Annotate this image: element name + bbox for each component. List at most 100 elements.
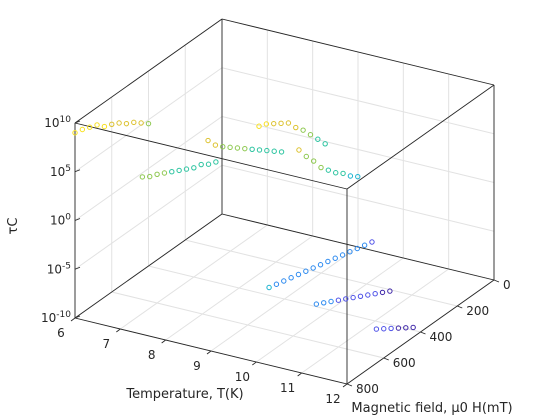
- data-point: [288, 275, 294, 281]
- data-point: [355, 173, 361, 180]
- data-point: [388, 325, 394, 332]
- z-tick-mark: [74, 120, 81, 124]
- data-point: [131, 119, 137, 126]
- y-tick-label: 800: [356, 382, 379, 396]
- x-tick-mark: [252, 361, 257, 366]
- data-point: [183, 166, 190, 172]
- data-point: [213, 159, 219, 165]
- data-point: [87, 124, 93, 130]
- y-axis-label: Magnetic field, μ0 H(mT): [351, 401, 512, 416]
- data-point: [403, 325, 409, 331]
- data-point: [138, 120, 144, 126]
- axis-edge: [221, 213, 495, 281]
- y-tick-label: 200: [466, 304, 489, 318]
- y-tick-mark: [493, 279, 500, 283]
- data-point: [109, 121, 115, 128]
- data-point: [381, 326, 387, 332]
- data-point: [410, 324, 416, 331]
- data-point: [169, 169, 175, 175]
- data-point: [278, 149, 285, 155]
- z-tick-mark: [74, 218, 81, 221]
- x-tick-mark: [161, 339, 166, 344]
- data-point: [350, 294, 356, 301]
- grid-line: [74, 67, 223, 173]
- data-point: [357, 293, 364, 299]
- y-tick-mark: [383, 357, 389, 361]
- data-point: [176, 167, 182, 174]
- z-tick-label: 100: [50, 213, 71, 228]
- z-tick-mark: [74, 169, 81, 173]
- data-point: [339, 252, 346, 258]
- data-point: [263, 121, 270, 127]
- data-point: [205, 161, 212, 167]
- z-axis-ticks: 10-10 10-5 100 105 1010: [41, 115, 71, 325]
- data-point: [101, 123, 108, 130]
- data-point: [285, 120, 292, 126]
- grid-line: [221, 67, 495, 135]
- y-tick-label: 0: [503, 278, 511, 292]
- data-point: [281, 278, 287, 284]
- data-point: [354, 245, 360, 252]
- data-point: [395, 325, 402, 331]
- axis-edge: [346, 84, 495, 190]
- data-point: [372, 291, 378, 297]
- data-point: [317, 262, 324, 268]
- data-point: [72, 130, 78, 136]
- x-tick-mark: [342, 383, 348, 388]
- data-point: [271, 148, 277, 154]
- axis-edge: [74, 18, 223, 124]
- x-tick-mark: [116, 328, 121, 333]
- data-point: [307, 132, 314, 138]
- data-point: [373, 326, 380, 332]
- data-point: [347, 249, 353, 255]
- data-point: [343, 296, 349, 302]
- data-point: [361, 242, 368, 248]
- data-point: [295, 271, 302, 278]
- z-tick-mark: [74, 266, 81, 270]
- grid-line: [111, 291, 384, 359]
- y-tick-label: 600: [393, 356, 416, 370]
- y-tick-mark: [346, 383, 353, 387]
- data-point: [220, 144, 226, 150]
- x-tick-label: 10: [235, 370, 250, 384]
- y-axis-ticks: 0 200 400 600 800: [356, 278, 511, 396]
- x-tick-mark: [70, 317, 76, 322]
- z-tick-label: 105: [50, 164, 71, 179]
- data-point: [212, 142, 219, 148]
- data-point: [369, 239, 375, 245]
- data-point: [147, 173, 153, 180]
- data-point: [293, 124, 299, 131]
- data-point: [256, 123, 262, 129]
- data-point: [264, 147, 270, 154]
- data-point: [328, 298, 334, 305]
- data-point: [315, 136, 321, 142]
- data-point: [79, 126, 86, 133]
- data-point: [335, 297, 342, 303]
- data-point: [198, 161, 204, 168]
- data-point: [145, 120, 152, 127]
- data-point: [347, 173, 354, 179]
- axes-box: [70, 18, 500, 388]
- data-point: [310, 158, 317, 164]
- x-tick-label: 6: [57, 326, 65, 340]
- grid-line: [148, 265, 421, 333]
- data-point: [242, 145, 248, 152]
- data-point: [379, 289, 386, 296]
- grid-line: [221, 116, 495, 183]
- y-tick-mark: [457, 305, 463, 309]
- data-point: [256, 147, 263, 153]
- data-point: [296, 147, 302, 153]
- data-point: [332, 255, 338, 261]
- data-point: [123, 120, 130, 127]
- grid-line: [185, 239, 458, 307]
- data-point: [249, 146, 255, 153]
- data-point: [300, 127, 306, 133]
- x-tick-mark: [297, 372, 302, 377]
- data-point: [154, 171, 160, 178]
- z-tick-label: 10-5: [47, 261, 71, 276]
- x-tick-label: 11: [280, 381, 295, 395]
- data-point: [340, 170, 346, 177]
- x-tick-label: 12: [325, 392, 340, 406]
